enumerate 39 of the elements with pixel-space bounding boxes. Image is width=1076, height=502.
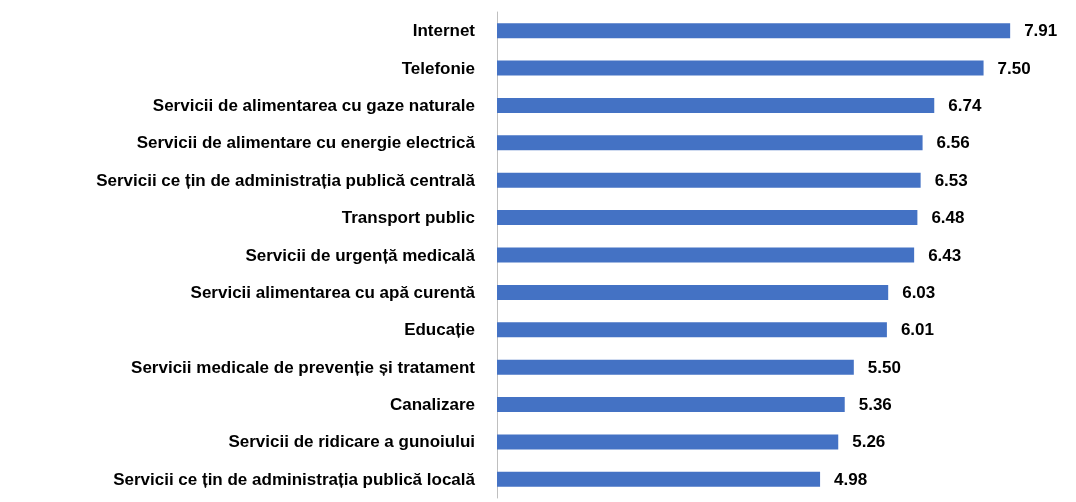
data-label: 4.98 xyxy=(834,469,868,489)
data-label: 6.56 xyxy=(936,133,970,153)
data-label: 5.26 xyxy=(852,432,886,452)
bar xyxy=(497,23,1011,39)
y-tick-label: Educație xyxy=(404,320,475,340)
bar xyxy=(497,284,889,300)
bar xyxy=(497,60,984,76)
data-label: 5.50 xyxy=(867,357,901,377)
data-label: 6.43 xyxy=(928,245,962,265)
y-tick-label: Canalizare xyxy=(389,395,475,415)
y-tick-label: Servicii de ridicare a gunoiului xyxy=(228,432,475,452)
data-label: 7.91 xyxy=(1024,21,1058,41)
y-tick-label: Servicii ce țin de administrația publică centrală xyxy=(96,170,476,190)
y-tick-label: Servicii de urgență medicală xyxy=(245,245,476,265)
bar xyxy=(497,434,839,450)
y-tick-label: Transport public xyxy=(341,208,475,228)
bar xyxy=(497,172,921,188)
bar xyxy=(497,135,923,151)
y-tick-label: Internet xyxy=(412,21,476,41)
y-tick-label: Servicii alimentarea cu apă curentă xyxy=(190,282,476,302)
bar xyxy=(497,359,854,375)
data-label: 6.03 xyxy=(902,282,936,302)
bar xyxy=(497,397,845,413)
y-tick-label: Telefonie xyxy=(401,58,475,78)
bar xyxy=(497,322,887,338)
data-label: 7.50 xyxy=(997,58,1031,78)
data-label: 6.01 xyxy=(900,320,934,340)
bar xyxy=(497,247,915,263)
data-label: 5.36 xyxy=(858,395,892,415)
y-tick-label: Servicii de alimentare cu energie electrică xyxy=(136,133,476,153)
bar xyxy=(497,471,821,487)
y-tick-label: Servicii medicale de prevenție și tratament xyxy=(131,357,476,377)
bar xyxy=(497,97,935,113)
bar xyxy=(497,210,918,226)
data-label: 6.53 xyxy=(934,170,968,190)
y-tick-label: Servicii de alimentarea cu gaze naturale xyxy=(152,95,475,115)
data-label: 6.74 xyxy=(948,95,982,115)
data-label: 6.48 xyxy=(931,208,965,228)
y-tick-label: Servicii ce țin de administrația publică locală xyxy=(113,469,476,489)
